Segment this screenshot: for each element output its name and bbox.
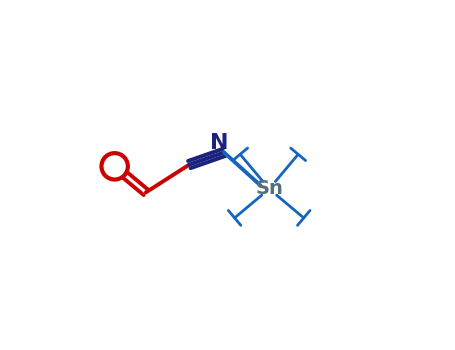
Text: Sn: Sn	[255, 180, 283, 198]
Text: N: N	[210, 133, 228, 153]
